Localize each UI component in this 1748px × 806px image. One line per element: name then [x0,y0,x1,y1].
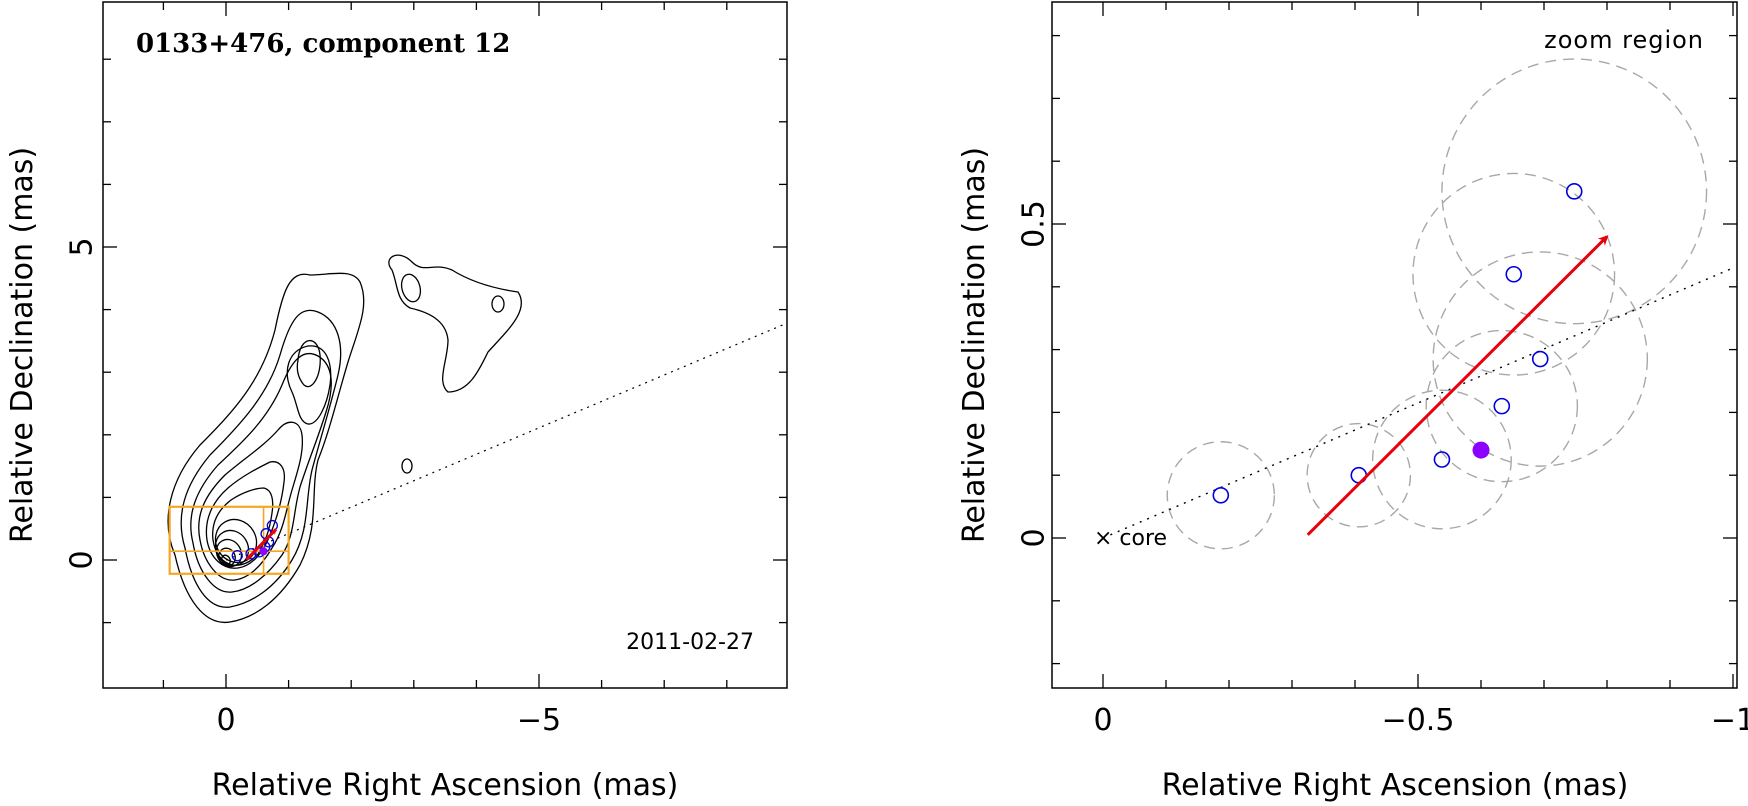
contour-level [296,339,321,388]
right-plot-frame [1051,1,1738,689]
right-component-markers [1212,183,1609,536]
contour-level [205,461,286,569]
x-tick-label: 0 [1093,703,1112,738]
x-tick-label: −0.5 [1382,703,1455,738]
x-tick-label: −5 [517,703,561,738]
component-marker [1433,451,1451,468]
error-circle [1412,172,1616,376]
left-contour-map [167,254,523,624]
y-tick-label: 0 [65,550,100,569]
component-marker [1505,265,1523,283]
y-tick-label: 0 [1017,528,1052,547]
component-marker [1493,397,1511,415]
left-plot-frame [102,1,788,689]
left-chart-title: 0133+476, component 12 [136,29,510,59]
contour-level [221,554,231,566]
component-marker [1212,486,1230,504]
right-y-axis-label: Relative Declination (mas) [957,147,992,543]
current-position-marker [1472,441,1490,459]
zoom-box [168,505,290,575]
left-epoch-annotation: 2011-02-27 [626,630,754,655]
current-position-marker [259,547,268,556]
contour-level [388,254,523,393]
left-trajectory-line [225,322,787,561]
left-x-axis-label: Relative Right Ascension (mas) [212,768,679,803]
contour-level [401,458,413,474]
error-circle [1425,329,1579,483]
right-core-label: × core [1094,526,1167,551]
velocity-arrow [1306,235,1609,536]
contour-level [180,309,342,608]
right-x-axis-label: Relative Right Ascension (mas) [1162,768,1629,803]
left-panel: 0 −505 0133+476, component 12 2011-02-27 … [5,1,788,803]
contour-level [167,272,365,624]
error-circle [1441,58,1708,325]
left-component-markers [231,519,278,562]
error-circle [1432,251,1649,467]
right-error-circles [1166,58,1708,550]
contour-level [198,421,304,581]
right-axis-ticks: 0 −0.5 −1 0 0.5 [1017,2,1748,738]
component-marker [245,548,257,560]
right-zoom-region-label: zoom region [1544,26,1704,54]
component-marker [1565,183,1583,200]
contour-level [218,547,236,567]
error-circle [1371,389,1512,530]
component-marker [231,549,243,562]
left-axis-ticks: 0 −5 0 5 [65,2,787,738]
x-tick-label: −1 [1711,703,1748,738]
velocity-arrow [245,528,278,561]
contour-level [286,345,332,425]
y-tick-label: 0.5 [1017,200,1052,248]
right-panel: 0 −0.5 −1 0 0.5 zoom region × core Relative … [957,1,1748,803]
contour-level [190,352,332,593]
component-marker [1531,350,1549,368]
contour-level [400,273,422,303]
error-circle [1166,441,1276,550]
left-y-axis-label: Relative Declination (mas) [5,147,40,543]
x-tick-label: 0 [216,703,235,738]
y-tick-label: 5 [65,237,100,256]
error-circle [1306,422,1412,528]
contour-level [491,295,505,313]
